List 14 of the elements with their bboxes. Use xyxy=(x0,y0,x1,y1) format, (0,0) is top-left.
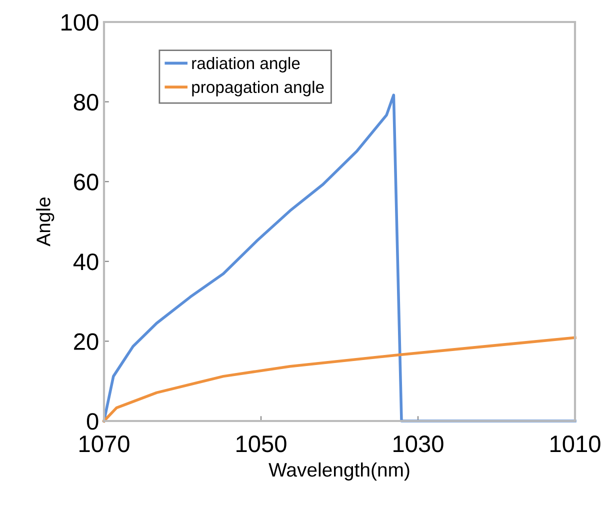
x-axis-title: Wavelength(nm) xyxy=(268,462,410,481)
y-tick-label: 40 xyxy=(73,253,98,270)
x-tick-label: 1070 xyxy=(80,436,130,452)
y-tick-label: 0 xyxy=(86,413,98,430)
y-tick-label: 80 xyxy=(74,94,98,111)
x-tick-label: 1030 xyxy=(394,436,444,452)
legend-label: radiation angle xyxy=(192,56,300,72)
x-tick-label: 1050 xyxy=(236,436,286,452)
legend-label: propagation angle xyxy=(192,80,324,96)
y-tick-label: 20 xyxy=(74,333,98,350)
y-tick-label: 60 xyxy=(74,174,98,190)
y-tick-label: 100 xyxy=(62,14,98,31)
x-tick-label: 1010 xyxy=(550,436,600,452)
y-axis-title: Angle xyxy=(36,197,54,246)
